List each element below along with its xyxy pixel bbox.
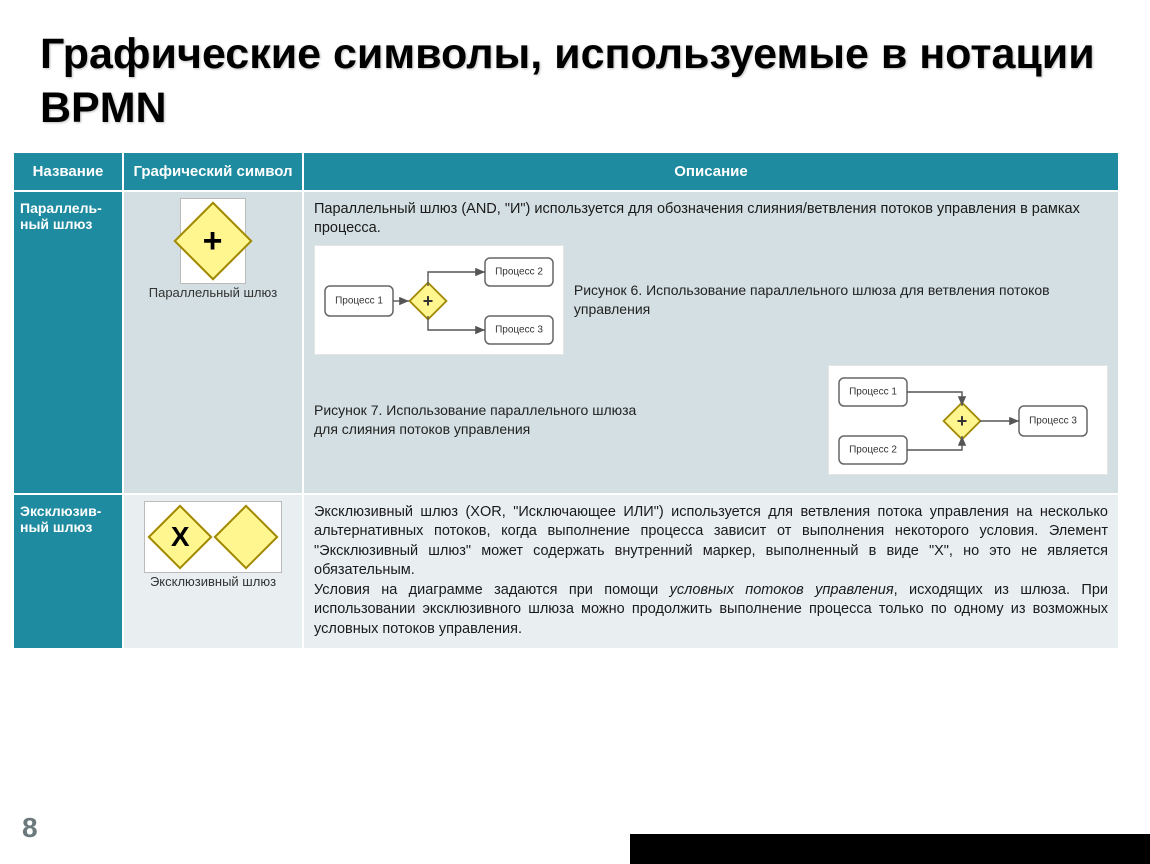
figure-caption: Рисунок 7. Использование параллельного ш… (314, 401, 636, 439)
flow-diagram-merge: Процесс 1 Процесс 2 + Процесс 3 (828, 365, 1108, 475)
symbol-caption: Эксклюзивный шлюз (130, 575, 296, 589)
desc-text: Параллельный шлюз (AND, "И") используетс… (314, 200, 1108, 239)
svg-text:Процесс 2: Процесс 2 (849, 444, 897, 455)
svg-text:Процесс 3: Процесс 3 (1029, 415, 1077, 426)
svg-text:Процесс 1: Процесс 1 (849, 386, 897, 397)
table-row: Параллель-ный шлюз + Параллельный шлюз П… (13, 191, 1119, 494)
svg-text:+: + (423, 290, 434, 310)
th-desc: Описание (303, 152, 1119, 191)
row-desc: Эксклюзивный шлюз (XOR, "Исключающее ИЛИ… (303, 494, 1119, 649)
page-number: 8 (22, 812, 38, 844)
slide-decoration (630, 784, 1150, 864)
row-desc: Параллельный шлюз (AND, "И") используетс… (303, 191, 1119, 494)
flow-diagram-branch: Процесс 1 + Процесс 2 Процесс 3 (314, 245, 564, 355)
row-name: Эксклюзив-ный шлюз (13, 494, 123, 649)
desc-text: Условия на диаграмме задаются при помощи… (314, 581, 1108, 640)
symbols-table: Название Графический символ Описание Пар… (12, 151, 1120, 650)
table-row: Эксклюзив-ный шлюз X Эксклюзивный шлюз Э… (13, 494, 1119, 649)
table-container: Название Графический символ Описание Пар… (0, 151, 1150, 650)
slide-title: Графические символы, используемые в нота… (0, 0, 1150, 151)
row-symbol: X Эксклюзивный шлюз (123, 494, 303, 649)
parallel-gateway-icon: + (180, 198, 246, 284)
svg-text:+: + (957, 410, 968, 430)
th-name: Название (13, 152, 123, 191)
svg-text:Процесс 3: Процесс 3 (495, 324, 543, 335)
figure-caption: Рисунок 6. Использование параллельного ш… (574, 281, 1108, 319)
figure-6: Процесс 1 + Процесс 2 Процесс 3 Рисунок … (314, 245, 1108, 355)
symbol-caption: Параллельный шлюз (130, 286, 296, 300)
th-symbol: Графический символ (123, 152, 303, 191)
exclusive-gateway-icon: X (144, 501, 282, 573)
desc-text: Эксклюзивный шлюз (XOR, "Исключающее ИЛИ… (314, 503, 1108, 581)
row-symbol: + Параллельный шлюз (123, 191, 303, 494)
svg-text:Процесс 2: Процесс 2 (495, 266, 543, 277)
row-name: Параллель-ный шлюз (13, 191, 123, 494)
figure-7: Рисунок 7. Использование параллельного ш… (314, 365, 1108, 475)
svg-text:Процесс 1: Процесс 1 (335, 295, 383, 306)
